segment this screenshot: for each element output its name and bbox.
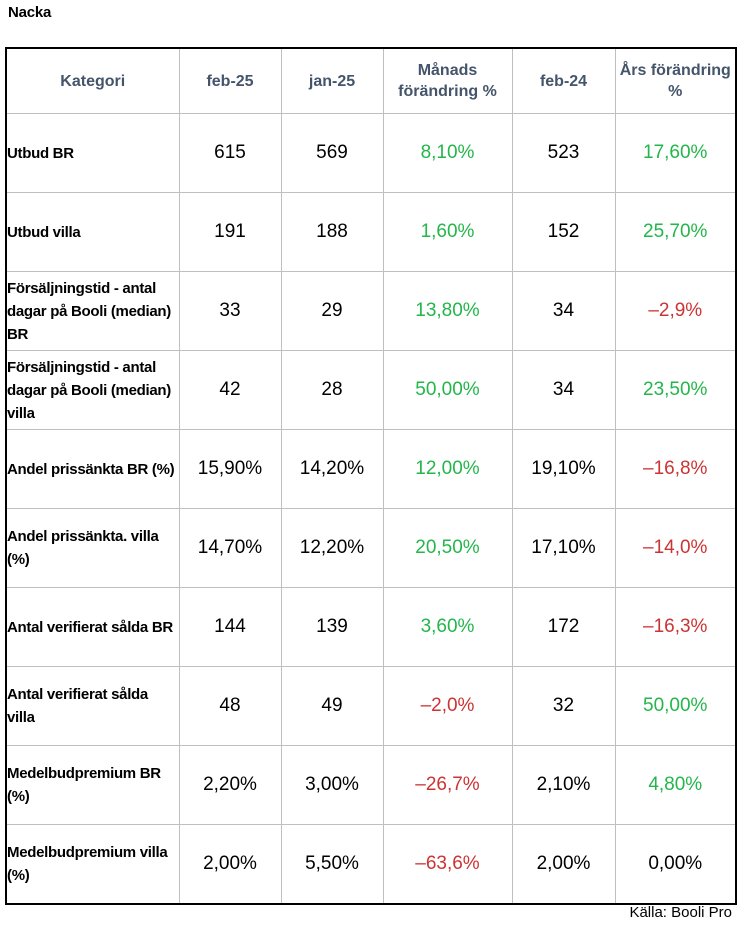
- cell-monthly-change: 20,50%: [382, 508, 513, 588]
- header-feb-25: feb-25: [178, 47, 282, 114]
- cell-feb-25: 33: [178, 271, 282, 351]
- cell-jan-25: 3,00%: [280, 745, 384, 825]
- cell-feb-24: 17,10%: [511, 508, 616, 588]
- cell-monthly-change: –26,7%: [382, 745, 513, 825]
- cell-feb-24: 2,10%: [511, 745, 616, 825]
- cell-category: Antal verifierat sålda villa: [5, 666, 180, 746]
- cell-feb-25: 42: [178, 350, 282, 430]
- cell-feb-25: 48: [178, 666, 282, 746]
- cell-feb-25: 14,70%: [178, 508, 282, 588]
- cell-monthly-change: –2,0%: [382, 666, 513, 746]
- cell-jan-25: 49: [280, 666, 384, 746]
- cell-yearly-change: –16,3%: [614, 587, 737, 667]
- header-kategori: Kategori: [5, 47, 180, 114]
- cell-yearly-change: 23,50%: [614, 350, 737, 430]
- cell-category: Andel prissänkta BR (%): [5, 429, 180, 509]
- cell-category: Antal verifierat sålda BR: [5, 587, 180, 667]
- cell-feb-25: 15,90%: [178, 429, 282, 509]
- table-row: Utbud BR 615 569 8,10% 523 17,60%: [5, 113, 737, 193]
- cell-monthly-change: 1,60%: [382, 192, 513, 272]
- cell-yearly-change: 50,00%: [614, 666, 737, 746]
- cell-monthly-change: 3,60%: [382, 587, 513, 667]
- cell-yearly-change: 17,60%: [614, 113, 737, 193]
- cell-jan-25: 139: [280, 587, 384, 667]
- stats-table: Kategori feb-25 jan-25 Månads förändring…: [5, 47, 737, 905]
- cell-feb-24: 523: [511, 113, 616, 193]
- table-row: Andel prissänkta. villa (%) 14,70% 12,20% 2…: [5, 508, 737, 588]
- cell-feb-24: 19,10%: [511, 429, 616, 509]
- cell-jan-25: 569: [280, 113, 384, 193]
- cell-yearly-change: –2,9%: [614, 271, 737, 351]
- cell-monthly-change: 8,10%: [382, 113, 513, 193]
- cell-jan-25: 188: [280, 192, 384, 272]
- cell-feb-25: 615: [178, 113, 282, 193]
- cell-feb-24: 172: [511, 587, 616, 667]
- cell-feb-24: 2,00%: [511, 824, 616, 904]
- cell-category: Medelbudpremium BR (%): [5, 745, 180, 825]
- table-row: Andel prissänkta BR (%) 15,90% 14,20% 12,00…: [5, 429, 737, 509]
- cell-jan-25: 14,20%: [280, 429, 384, 509]
- cell-yearly-change: 0,00%: [614, 824, 737, 904]
- cell-jan-25: 5,50%: [280, 824, 384, 904]
- cell-monthly-change: 12,00%: [382, 429, 513, 509]
- cell-jan-25: 12,20%: [280, 508, 384, 588]
- source-note: Källa: Booli Pro: [629, 904, 732, 921]
- cell-feb-25: 191: [178, 192, 282, 272]
- cell-category: Försäljningstid - antal dagar på Booli (…: [5, 271, 180, 351]
- table-row: Antal verifierat sålda BR 144 139 3,60% 172–…: [5, 587, 737, 667]
- cell-yearly-change: –16,8%: [614, 429, 737, 509]
- cell-feb-25: 2,00%: [178, 824, 282, 904]
- header-feb-24: feb-24: [511, 47, 616, 114]
- table-row: Försäljningstid - antal dagar på Booli (…: [5, 350, 737, 430]
- cell-feb-24: 34: [511, 271, 616, 351]
- cell-category: Försäljningstid - antal dagar på Booli (…: [5, 350, 180, 430]
- cell-feb-25: 144: [178, 587, 282, 667]
- cell-monthly-change: 13,80%: [382, 271, 513, 351]
- cell-yearly-change: –14,0%: [614, 508, 737, 588]
- cell-yearly-change: 4,80%: [614, 745, 737, 825]
- header-monthly-change: Månads förändring %: [382, 47, 513, 114]
- page-title: Nacka: [8, 4, 52, 21]
- table-row: Utbud villa 191 188 1,60% 152 25,70%: [5, 192, 737, 272]
- cell-jan-25: 28: [280, 350, 384, 430]
- cell-feb-24: 34: [511, 350, 616, 430]
- header-yearly-change: Års förändring %: [614, 47, 737, 114]
- cell-monthly-change: –63,6%: [382, 824, 513, 904]
- table-row: Medelbudpremium villa (%) 2,00% 5,50% –63,6…: [5, 824, 737, 904]
- header-jan-25: jan-25: [280, 47, 384, 114]
- table-row: Medelbudpremium BR (%) 2,20% 3,00% –26,7% 2,…: [5, 745, 737, 825]
- cell-category: Medelbudpremium villa (%): [5, 824, 180, 904]
- table-row: Antal verifierat sålda villa 48 49 –2,0% 32 5…: [5, 666, 737, 746]
- cell-monthly-change: 50,00%: [382, 350, 513, 430]
- cell-category: Andel prissänkta. villa (%): [5, 508, 180, 588]
- cell-feb-24: 32: [511, 666, 616, 746]
- cell-category: Utbud BR: [5, 113, 180, 193]
- cell-feb-24: 152: [511, 192, 616, 272]
- cell-category: Utbud villa: [5, 192, 180, 272]
- header-row: Kategori feb-25 jan-25 Månads förändring…: [5, 47, 737, 114]
- table-row: Försäljningstid - antal dagar på Booli (…: [5, 271, 737, 351]
- cell-feb-25: 2,20%: [178, 745, 282, 825]
- cell-yearly-change: 25,70%: [614, 192, 737, 272]
- cell-jan-25: 29: [280, 271, 384, 351]
